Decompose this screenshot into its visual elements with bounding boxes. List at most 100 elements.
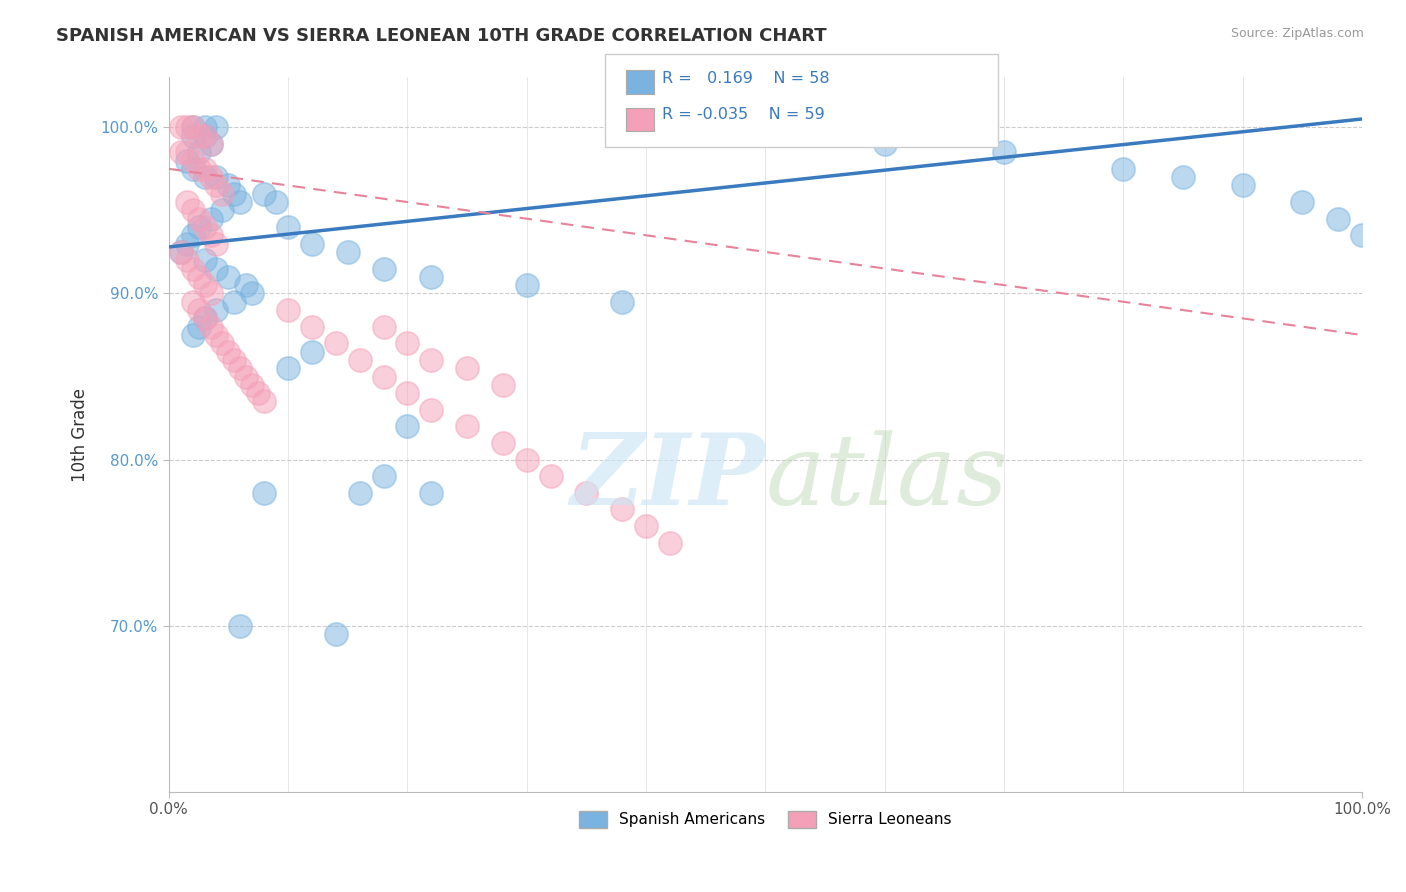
- Point: [240, 377, 263, 392]
- Point: [193, 311, 215, 326]
- Point: [1112, 161, 1135, 176]
- Point: [540, 469, 562, 483]
- Point: [176, 195, 198, 210]
- Point: [336, 244, 359, 259]
- Text: R = -0.035    N = 59: R = -0.035 N = 59: [662, 107, 825, 122]
- Point: [170, 120, 193, 135]
- Point: [176, 145, 198, 160]
- Point: [1232, 178, 1254, 193]
- Point: [181, 161, 204, 176]
- Point: [200, 228, 222, 243]
- Point: [420, 486, 443, 500]
- Point: [420, 402, 443, 417]
- Point: [193, 253, 215, 268]
- Point: [200, 211, 222, 226]
- Point: [516, 452, 538, 467]
- Point: [229, 619, 252, 633]
- Point: [193, 219, 215, 234]
- Point: [420, 269, 443, 284]
- Point: [253, 394, 276, 409]
- Point: [200, 136, 222, 151]
- Point: [1291, 195, 1313, 210]
- Point: [211, 203, 233, 218]
- Point: [187, 161, 209, 176]
- Point: [456, 361, 478, 376]
- Point: [658, 535, 681, 549]
- Point: [193, 311, 215, 326]
- Point: [176, 153, 198, 168]
- Point: [373, 319, 395, 334]
- Point: [301, 236, 323, 251]
- Point: [170, 244, 193, 259]
- Point: [301, 319, 323, 334]
- Point: [814, 120, 837, 135]
- Point: [396, 386, 419, 401]
- Point: [224, 353, 246, 368]
- Point: [217, 269, 239, 284]
- Point: [181, 128, 204, 143]
- Point: [187, 303, 209, 318]
- Y-axis label: 10th Grade: 10th Grade: [72, 388, 89, 482]
- Point: [277, 361, 299, 376]
- Point: [993, 145, 1015, 160]
- Point: [170, 244, 193, 259]
- Point: [240, 286, 263, 301]
- Point: [176, 236, 198, 251]
- Point: [349, 353, 371, 368]
- Point: [187, 269, 209, 284]
- Point: [396, 336, 419, 351]
- Point: [1351, 228, 1374, 243]
- Point: [181, 120, 204, 135]
- Point: [247, 386, 270, 401]
- Point: [301, 344, 323, 359]
- Point: [373, 261, 395, 276]
- Point: [200, 136, 222, 151]
- Text: ZIP: ZIP: [571, 429, 765, 525]
- Legend: Spanish Americans, Sierra Leoneans: Spanish Americans, Sierra Leoneans: [574, 805, 957, 834]
- Point: [187, 319, 209, 334]
- Point: [187, 219, 209, 234]
- Point: [193, 128, 215, 143]
- Point: [181, 328, 204, 343]
- Point: [187, 211, 209, 226]
- Point: [612, 502, 634, 516]
- Point: [516, 278, 538, 293]
- Text: SPANISH AMERICAN VS SIERRA LEONEAN 10TH GRADE CORRELATION CHART: SPANISH AMERICAN VS SIERRA LEONEAN 10TH …: [56, 27, 827, 45]
- Point: [224, 186, 246, 201]
- Point: [349, 486, 371, 500]
- Point: [277, 303, 299, 318]
- Point: [373, 369, 395, 384]
- Point: [636, 519, 658, 533]
- Point: [217, 178, 239, 193]
- Point: [187, 128, 209, 143]
- Point: [193, 170, 215, 185]
- Point: [205, 236, 228, 251]
- Point: [181, 203, 204, 218]
- Point: [187, 145, 209, 160]
- Point: [205, 178, 228, 193]
- Point: [229, 195, 252, 210]
- Point: [181, 153, 204, 168]
- Point: [211, 336, 233, 351]
- Point: [1171, 170, 1194, 185]
- Point: [200, 170, 222, 185]
- Point: [217, 344, 239, 359]
- Point: [193, 120, 215, 135]
- Point: [229, 361, 252, 376]
- Point: [176, 120, 198, 135]
- Point: [205, 303, 228, 318]
- Point: [193, 128, 215, 143]
- Point: [181, 261, 204, 276]
- Point: [193, 161, 215, 176]
- Point: [181, 120, 204, 135]
- Point: [170, 145, 193, 160]
- Point: [235, 278, 257, 293]
- Point: [200, 319, 222, 334]
- Point: [200, 286, 222, 301]
- Point: [873, 136, 896, 151]
- Point: [420, 353, 443, 368]
- Point: [1327, 211, 1350, 226]
- Point: [193, 278, 215, 293]
- Point: [253, 486, 276, 500]
- Point: [235, 369, 257, 384]
